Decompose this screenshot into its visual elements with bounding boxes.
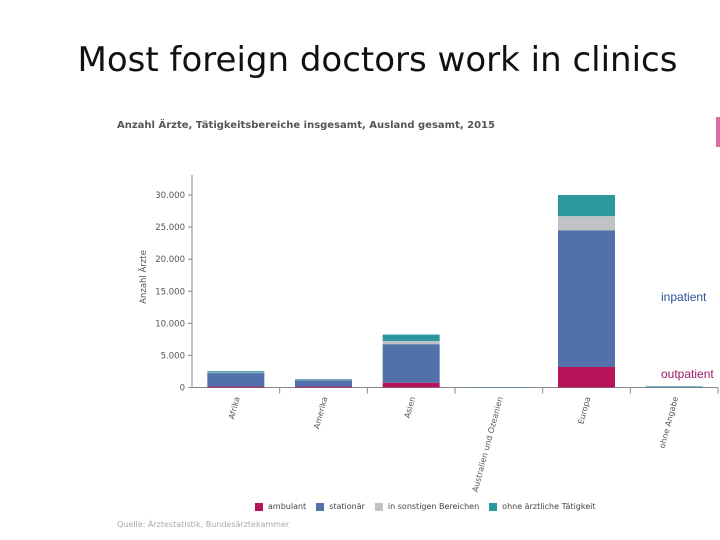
bar-segment: [558, 366, 615, 388]
legend-label-sonstige: in sonstigen Bereichen: [387, 502, 480, 511]
legend-label-ambulant: ambulant: [268, 502, 307, 511]
bar-segment: [645, 386, 703, 387]
bar-segment: [382, 334, 440, 341]
legend-swatch-ambulant: [255, 502, 263, 511]
bar-segment: [295, 380, 352, 387]
bar-segment: [207, 372, 265, 374]
y-tick-label: 15.000: [155, 287, 185, 297]
bar-segment: [207, 386, 265, 388]
x-category-label: Australien und Ozeanien: [471, 396, 505, 493]
bar-segment: [645, 386, 703, 388]
inpatient-annotation: inpatient: [661, 290, 707, 304]
chart-legend: ambulant stationär in sonstigen Bereiche…: [255, 502, 596, 511]
legend-swatch-stationaer: [316, 502, 325, 511]
y-tick-label: 0: [180, 384, 185, 394]
legend-item-ohne: ohne ärztliche Tätigkeit: [489, 502, 596, 511]
bar-segment: [558, 216, 615, 231]
edge-accent-mark: [716, 117, 720, 147]
y-tick-label: 25.000: [155, 223, 185, 233]
bar-segment: [207, 371, 265, 373]
y-tick-label: 5.000: [161, 351, 185, 361]
x-category-label: Asien: [403, 396, 417, 419]
slide-title: Most foreign doctors work in clinics: [77, 40, 678, 80]
legend-swatch-sonstige: [374, 502, 383, 511]
x-category-label: Europa: [576, 396, 592, 426]
legend-item-stationaer: stationär: [316, 502, 365, 511]
legend-item-ambulant: ambulant: [255, 502, 306, 511]
legend-label-stationaer: stationär: [329, 502, 365, 511]
bar-segment: [382, 340, 440, 345]
outpatient-annotation: outpatient: [661, 367, 714, 381]
x-category-label: Afrika: [227, 396, 242, 421]
y-tick-label: 30.000: [155, 191, 185, 201]
legend-swatch-ohne: [489, 502, 498, 511]
bar-segment: [295, 386, 352, 388]
x-category-label: Amerika: [312, 396, 329, 430]
y-tick-label: 10.000: [155, 319, 185, 329]
y-tick-label: 20.000: [155, 255, 185, 265]
bar-segment: [207, 373, 265, 387]
bar-segment: [470, 387, 528, 388]
legend-label-ohne: ohne ärztliche Tätigkeit: [502, 502, 596, 511]
bar-segment: [470, 387, 528, 388]
bar-segment: [295, 379, 352, 381]
x-category-label: ohne Angabe: [658, 396, 680, 450]
bar-segment: [558, 230, 615, 367]
legend-item-sonstige: in sonstigen Bereichen: [374, 502, 480, 511]
bar-segment: [558, 195, 615, 217]
bar-segment: [295, 379, 352, 380]
bar-segment: [382, 382, 440, 388]
source-note: Quelle: Ärztestatistik, Bundesärztekamme…: [117, 520, 290, 529]
chart-title: Anzahl Ärzte, Tätigkeitsbereiche insgesa…: [117, 120, 495, 131]
bar-segment: [382, 344, 440, 383]
